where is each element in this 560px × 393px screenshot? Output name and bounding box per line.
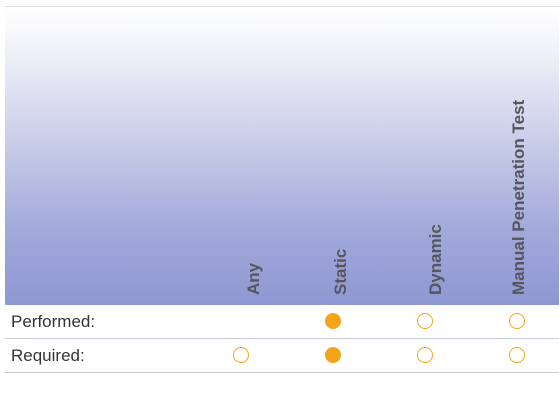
performed-dynamic-empty-indicator: [417, 313, 433, 329]
column-header-any-label: Any: [244, 262, 263, 295]
row-label-performed: Performed:: [11, 312, 96, 331]
row-performed: Performed:: [5, 305, 559, 338]
required-manual-empty-indicator: [509, 347, 525, 363]
performed-manual-empty-indicator: [509, 313, 525, 329]
performed-static-filled-indicator: [325, 313, 341, 329]
column-header-dynamic-label: Dynamic: [426, 224, 445, 295]
column-header-static-label: Static: [331, 248, 350, 295]
column-header-any: Any: [227, 35, 267, 295]
column-header-manual-label: Manual Penetration Test: [509, 99, 528, 295]
column-header-band: Any Static Dynamic Manual Penetration Te…: [5, 7, 559, 305]
row-required: Required:: [5, 339, 559, 372]
top-divider: [5, 6, 559, 7]
required-static-filled-indicator: [325, 347, 341, 363]
column-header-manual: Manual Penetration Test: [492, 35, 532, 295]
row-divider: [5, 338, 559, 339]
bottom-divider: [5, 372, 559, 373]
required-dynamic-empty-indicator: [417, 347, 433, 363]
column-header-dynamic: Dynamic: [409, 35, 449, 295]
column-header-static: Static: [314, 35, 354, 295]
row-label-required: Required:: [11, 346, 85, 365]
required-any-empty-indicator: [233, 347, 249, 363]
